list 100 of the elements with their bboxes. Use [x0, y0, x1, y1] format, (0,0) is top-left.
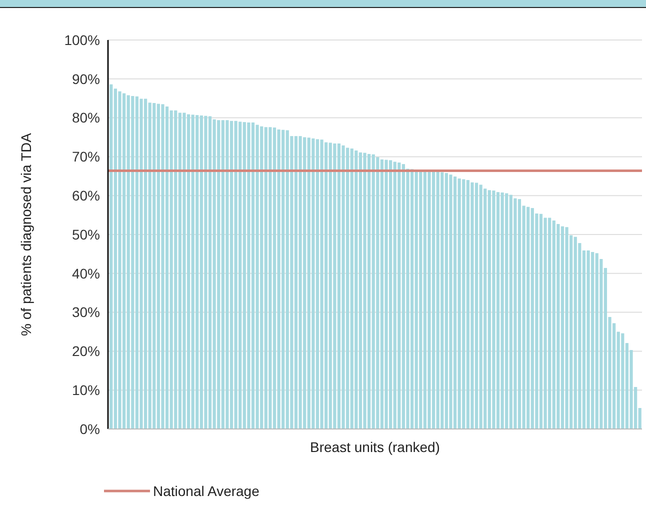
bar [144, 98, 148, 429]
bar [196, 115, 199, 429]
bar [419, 170, 422, 429]
bar [208, 116, 212, 429]
bar [212, 119, 216, 429]
y-tick-label: 0% [80, 420, 100, 437]
bar [307, 138, 310, 429]
legend-label: National Average [153, 482, 260, 499]
bar [251, 122, 255, 429]
bar [398, 162, 401, 429]
bar [118, 91, 122, 429]
bar [230, 120, 234, 429]
bar [226, 120, 229, 429]
bar [148, 102, 152, 429]
bar [204, 116, 208, 429]
y-tick-label: 40% [72, 265, 100, 282]
bar [505, 193, 508, 429]
bar [440, 172, 444, 429]
bar [110, 84, 113, 429]
bar [152, 103, 156, 429]
y-tick-label: 70% [72, 148, 100, 165]
bar [560, 226, 564, 429]
bar [574, 236, 577, 429]
bar [453, 176, 457, 429]
bar [509, 194, 512, 429]
bar [170, 110, 173, 429]
bar [500, 192, 504, 429]
bar [312, 138, 315, 429]
bar [191, 114, 194, 429]
bar [372, 154, 375, 429]
bar [256, 124, 259, 429]
bar [182, 112, 186, 429]
y-tick-label: 10% [72, 382, 100, 398]
bar [268, 127, 272, 429]
bar [264, 127, 268, 429]
bar [277, 129, 280, 429]
bar [595, 253, 598, 429]
bar [544, 218, 547, 429]
bar [393, 162, 396, 429]
bar [126, 95, 130, 429]
bar [565, 227, 568, 429]
bar [539, 214, 543, 429]
bar [363, 152, 366, 429]
bar [428, 171, 431, 429]
y-tick-label: 50% [72, 226, 100, 242]
bar [414, 170, 418, 429]
bar [286, 130, 289, 429]
bar [410, 169, 414, 429]
y-axis-title: % of patients diagnosed via TDA [18, 132, 34, 336]
x-axis-title: Breast units (ranked) [310, 439, 440, 455]
bar [316, 139, 320, 429]
bar [586, 250, 590, 429]
bar [122, 93, 126, 429]
bar [294, 136, 298, 429]
y-tick-label: 20% [72, 343, 100, 360]
bar [238, 122, 242, 429]
bar [186, 114, 190, 429]
bar [492, 190, 496, 429]
bar [449, 174, 452, 429]
bar [436, 172, 440, 429]
bar [161, 104, 164, 429]
bar [337, 143, 341, 429]
bar [496, 192, 500, 429]
bar [384, 160, 388, 429]
bar [350, 148, 354, 429]
bar [530, 208, 534, 429]
bar [320, 140, 324, 429]
bar [376, 157, 380, 429]
bar [458, 178, 461, 429]
bar [272, 128, 276, 429]
bar [388, 160, 392, 429]
y-tick-label: 90% [72, 70, 100, 87]
bar [470, 182, 474, 429]
bar [242, 122, 246, 429]
y-tick-label: 80% [72, 110, 100, 126]
bar [247, 122, 250, 429]
bar [556, 224, 560, 429]
bar [328, 142, 332, 429]
bar [298, 136, 302, 429]
bar [217, 120, 220, 429]
bar [484, 188, 487, 429]
bar [552, 220, 556, 429]
bar [432, 171, 436, 429]
bar [479, 184, 482, 429]
bar [358, 152, 362, 429]
bar [234, 120, 238, 429]
bar [165, 106, 169, 429]
bar [342, 145, 345, 429]
bar [174, 110, 178, 429]
bar [333, 143, 336, 429]
bar [621, 333, 624, 429]
bar [131, 96, 134, 429]
bar [474, 182, 478, 429]
bar [514, 198, 517, 429]
y-tick-label: 60% [72, 188, 100, 204]
bar [518, 199, 522, 429]
bar [140, 98, 143, 429]
y-tick-label: 100% [64, 32, 100, 48]
bar [462, 179, 466, 429]
y-tick-label: 30% [72, 304, 100, 320]
